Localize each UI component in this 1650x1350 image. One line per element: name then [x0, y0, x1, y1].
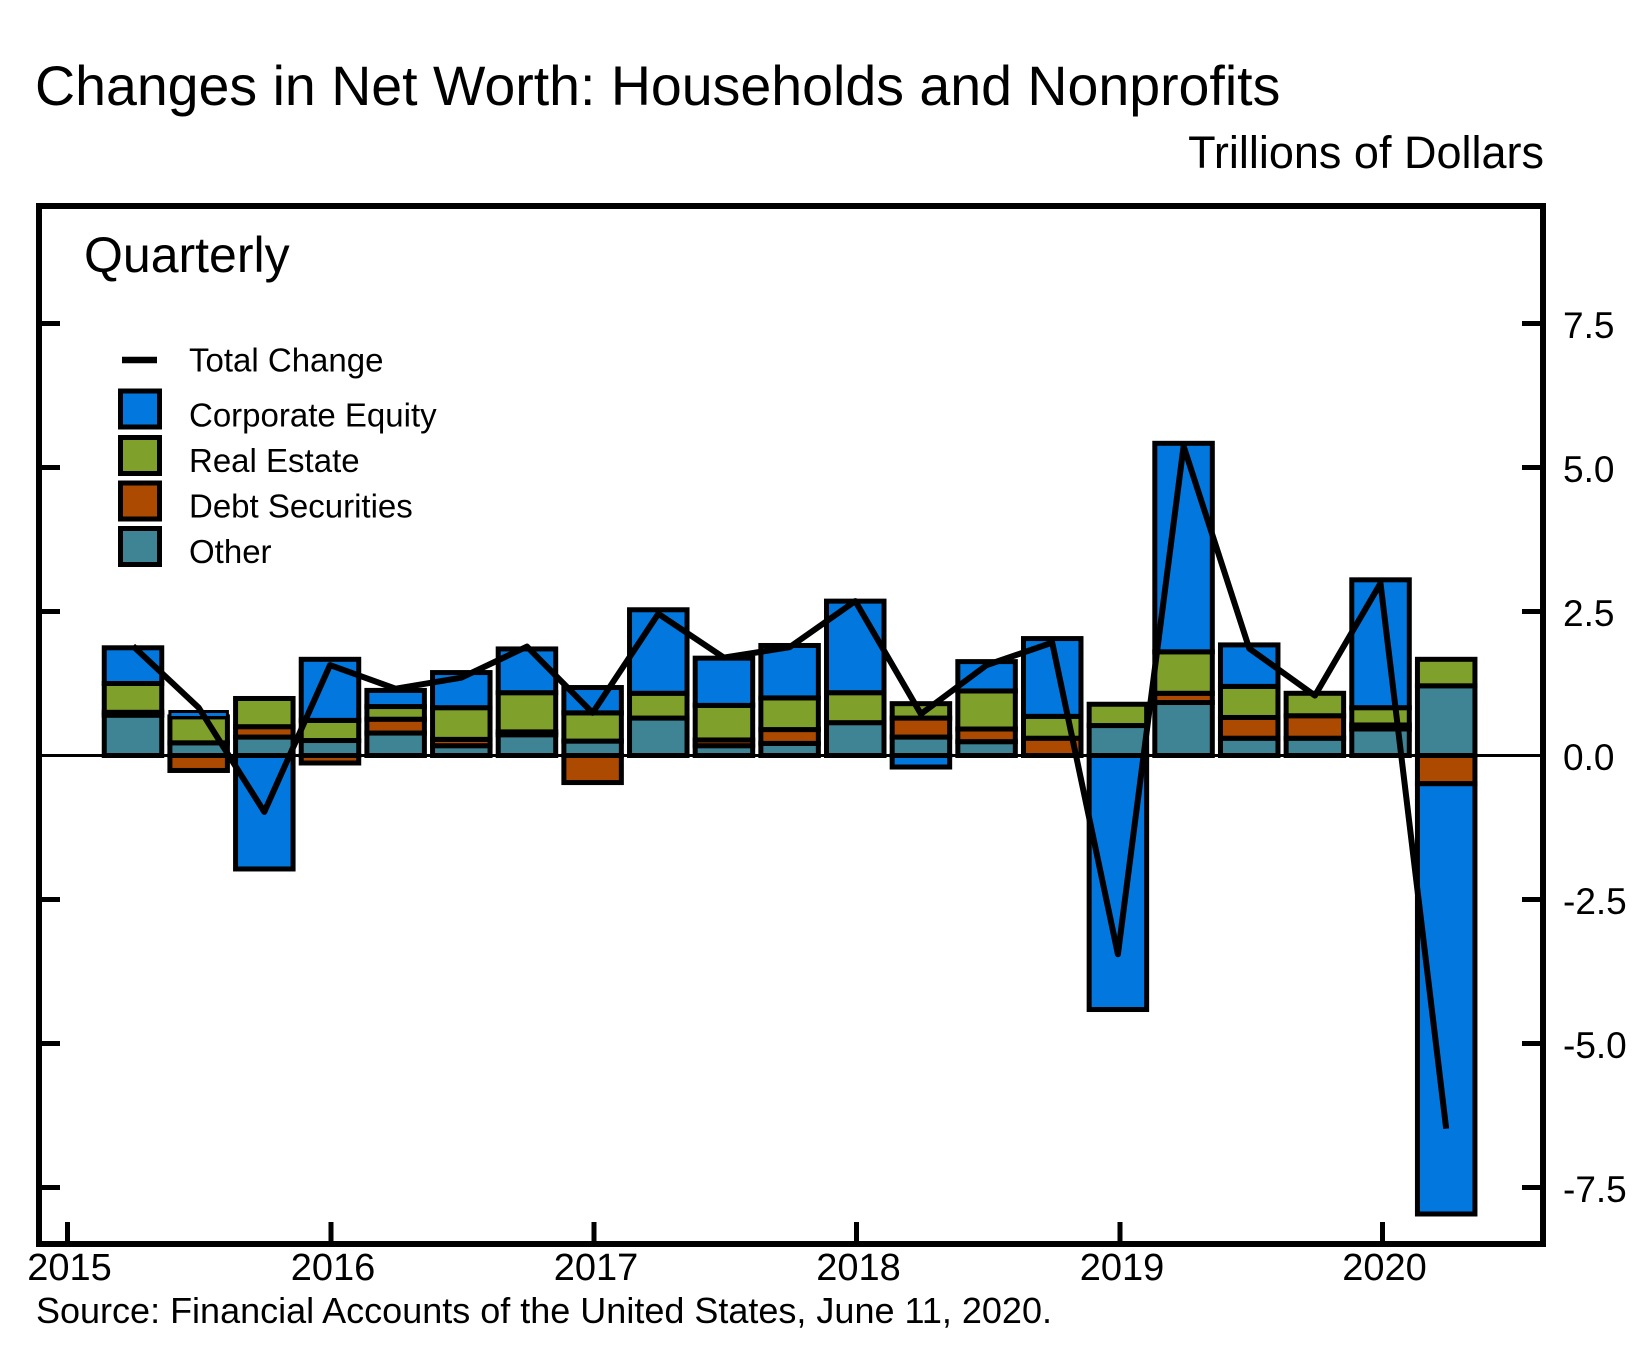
svg-text:-5.0: -5.0 [1563, 1025, 1627, 1066]
svg-text:Corporate Equity: Corporate Equity [189, 397, 437, 434]
svg-text:-2.5: -2.5 [1563, 881, 1627, 922]
svg-text:2018: 2018 [816, 1247, 901, 1289]
svg-text:2019: 2019 [1080, 1247, 1165, 1289]
svg-text:2020: 2020 [1342, 1247, 1427, 1289]
svg-text:Other: Other [189, 533, 272, 570]
svg-text:0.0: 0.0 [1563, 737, 1614, 778]
svg-text:Total Change: Total Change [189, 342, 383, 379]
svg-text:Real Estate: Real Estate [189, 442, 360, 479]
svg-text:Quarterly: Quarterly [84, 227, 290, 283]
svg-text:-7.5: -7.5 [1563, 1169, 1627, 1210]
svg-text:2017: 2017 [554, 1247, 639, 1289]
svg-text:5.0: 5.0 [1563, 449, 1614, 490]
svg-text:Changes in Net Worth: Househol: Changes in Net Worth: Households and Non… [35, 55, 1280, 117]
svg-text:Trillions of Dollars: Trillions of Dollars [1188, 127, 1544, 178]
svg-text:7.5: 7.5 [1563, 305, 1614, 346]
svg-text:2.5: 2.5 [1563, 593, 1614, 634]
svg-text:2015: 2015 [27, 1247, 112, 1289]
svg-text:Source: Financial Accounts of: Source: Financial Accounts of the United… [36, 1290, 1052, 1331]
svg-text:Debt Securities: Debt Securities [189, 488, 413, 525]
svg-text:2016: 2016 [291, 1247, 376, 1289]
